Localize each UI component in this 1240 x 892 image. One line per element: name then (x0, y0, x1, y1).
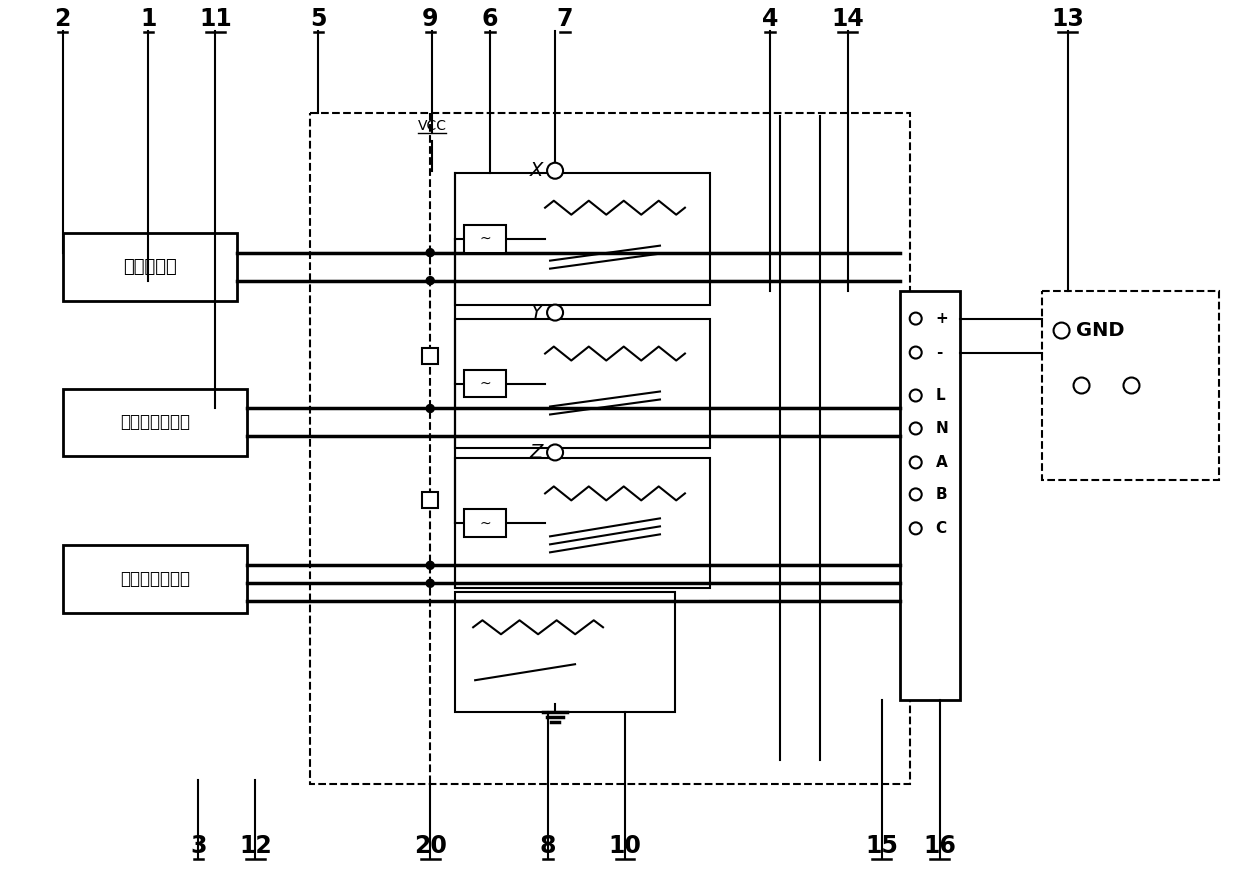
Bar (1042, 291, 1219, 481)
Bar (455, 458, 711, 589)
Text: VCC: VCC (418, 119, 446, 133)
Text: 16: 16 (924, 834, 956, 858)
Text: 4: 4 (761, 7, 777, 31)
Circle shape (1054, 323, 1070, 339)
Text: ~: ~ (480, 232, 491, 245)
Text: ~: ~ (480, 376, 491, 391)
Bar (464, 509, 506, 537)
Circle shape (910, 347, 921, 359)
Circle shape (547, 444, 563, 460)
Bar (464, 225, 506, 252)
Circle shape (910, 390, 921, 401)
Text: X: X (529, 161, 543, 180)
Circle shape (910, 489, 921, 500)
Circle shape (427, 404, 434, 412)
Text: Z: Z (529, 443, 543, 462)
Circle shape (1074, 377, 1090, 393)
Text: B: B (936, 487, 947, 502)
Bar (62, 233, 237, 301)
Circle shape (427, 249, 434, 257)
Text: A: A (936, 455, 947, 470)
Text: L: L (936, 388, 945, 403)
Text: 1: 1 (140, 7, 156, 31)
Circle shape (910, 423, 921, 434)
Circle shape (910, 312, 921, 325)
Text: C: C (936, 521, 947, 536)
Text: 单相交流充电机: 单相交流充电机 (120, 414, 190, 432)
Bar (62, 545, 247, 614)
Text: 2: 2 (55, 7, 71, 31)
Text: 7: 7 (557, 7, 573, 31)
Circle shape (910, 523, 921, 534)
Circle shape (427, 561, 434, 569)
Bar (900, 291, 960, 700)
Circle shape (1123, 377, 1140, 393)
Circle shape (427, 579, 434, 587)
Text: 直流充电机: 直流充电机 (123, 258, 177, 276)
Text: 5: 5 (310, 7, 326, 31)
Bar (455, 173, 711, 304)
Text: +: + (936, 311, 949, 326)
Text: N: N (936, 421, 949, 436)
Bar (455, 592, 675, 712)
Text: 三相交流充电机: 三相交流充电机 (120, 570, 190, 589)
Bar (422, 348, 438, 364)
Bar (310, 112, 910, 784)
Text: -: - (936, 345, 942, 360)
Text: 14: 14 (831, 7, 864, 31)
Circle shape (547, 162, 563, 178)
Text: 20: 20 (414, 834, 446, 858)
Text: 15: 15 (866, 834, 898, 858)
Circle shape (427, 277, 434, 285)
Circle shape (910, 457, 921, 468)
Text: Y: Y (531, 303, 543, 322)
Text: ~: ~ (480, 516, 491, 531)
Bar (62, 389, 247, 457)
Bar (464, 369, 506, 398)
Text: 8: 8 (539, 834, 557, 858)
Bar (455, 318, 711, 449)
Text: 10: 10 (609, 834, 641, 858)
Text: 13: 13 (1052, 7, 1084, 31)
Text: 3: 3 (190, 834, 207, 858)
Text: 9: 9 (422, 7, 439, 31)
Text: 11: 11 (200, 7, 232, 31)
Text: 12: 12 (239, 834, 272, 858)
Text: GND: GND (1075, 321, 1123, 340)
Circle shape (547, 304, 563, 320)
Bar (422, 492, 438, 508)
Text: 6: 6 (482, 7, 498, 31)
